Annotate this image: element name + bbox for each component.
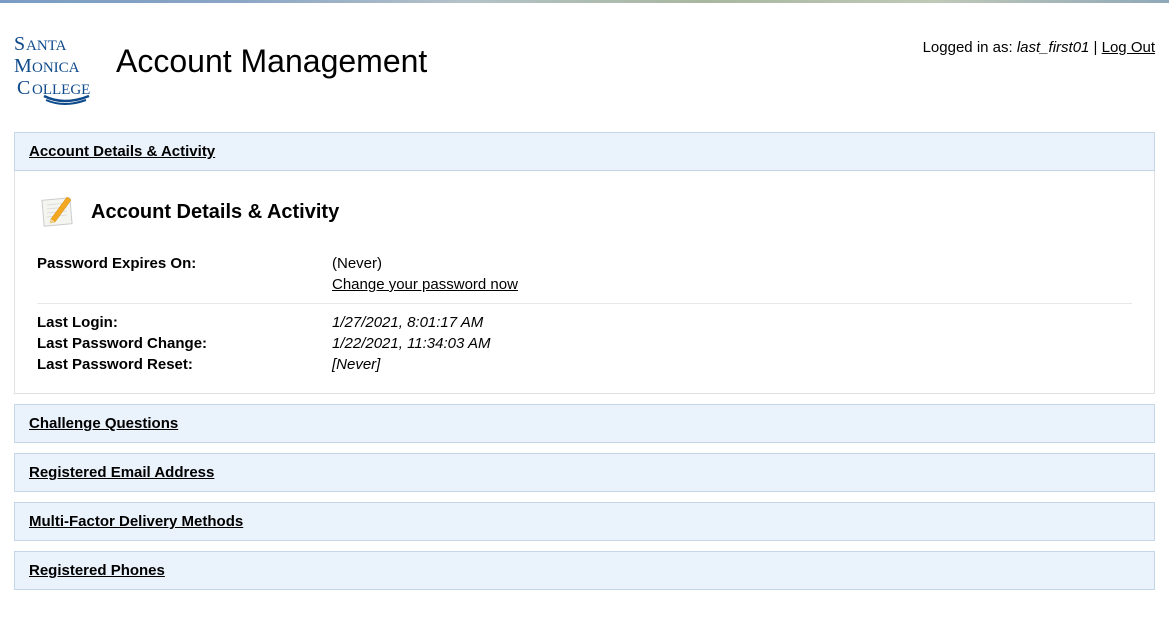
section-header-mfa-methods[interactable]: Multi-Factor Delivery Methods — [14, 502, 1155, 541]
page-wrapper: S ANTA M ONICA C OLLEGE Account Manageme… — [0, 3, 1169, 620]
row-change-password: Change your password now — [37, 274, 1132, 304]
section-header-title: Challenge Questions — [29, 415, 178, 432]
row-password-expires: Password Expires On: (Never) — [37, 253, 1132, 274]
content-area: Account Details & Activity Account Detai… — [0, 132, 1169, 590]
details-table: Password Expires On: (Never) Change your… — [37, 253, 1132, 375]
value-last-password-reset: [Never] — [332, 356, 380, 373]
panel-title: Account Details & Activity — [91, 201, 339, 224]
svg-text:M: M — [14, 55, 32, 77]
row-last-password-reset: Last Password Reset: [Never] — [37, 354, 1132, 375]
label-last-password-reset: Last Password Reset: — [37, 354, 332, 375]
notepad-icon — [37, 189, 79, 235]
section-header-title: Registered Phones — [29, 562, 165, 579]
login-prefix: Logged in as: — [923, 39, 1017, 56]
row-last-login: Last Login: 1/27/2021, 8:01:17 AM — [37, 312, 1132, 333]
row-last-password-change: Last Password Change: 1/22/2021, 11:34:0… — [37, 333, 1132, 354]
page-title: Account Management — [116, 43, 427, 80]
value-password-expires: (Never) — [332, 253, 382, 274]
header: S ANTA M ONICA C OLLEGE Account Manageme… — [0, 3, 1169, 132]
svg-text:C: C — [17, 77, 30, 99]
account-details-panel: Account Details & Activity Password Expi… — [14, 171, 1155, 394]
login-info: Logged in as: last_first01 | Log Out — [923, 39, 1155, 56]
svg-text:ONICA: ONICA — [32, 60, 80, 76]
label-password-expires: Password Expires On: — [37, 253, 332, 274]
section-header-registered-phones[interactable]: Registered Phones — [14, 551, 1155, 590]
value-last-password-change: 1/22/2021, 11:34:03 AM — [332, 335, 490, 352]
section-header-title: Multi-Factor Delivery Methods — [29, 513, 243, 530]
svg-text:S: S — [14, 33, 25, 55]
svg-text:ANTA: ANTA — [26, 38, 67, 54]
separator: | — [1089, 39, 1101, 56]
section-header-account-details[interactable]: Account Details & Activity — [14, 132, 1155, 171]
logout-link[interactable]: Log Out — [1102, 39, 1155, 56]
section-header-title: Registered Email Address — [29, 464, 214, 481]
username-display: last_first01 — [1017, 39, 1090, 56]
section-header-challenge-questions[interactable]: Challenge Questions — [14, 404, 1155, 443]
section-header-title: Account Details & Activity — [29, 143, 215, 160]
college-logo: S ANTA M ONICA C OLLEGE — [14, 28, 104, 112]
panel-header: Account Details & Activity — [37, 189, 1132, 235]
change-password-link[interactable]: Change your password now — [332, 276, 518, 293]
svg-text:OLLEGE: OLLEGE — [32, 82, 90, 98]
section-header-registered-email[interactable]: Registered Email Address — [14, 453, 1155, 492]
label-last-login: Last Login: — [37, 312, 332, 333]
value-last-login: 1/27/2021, 8:01:17 AM — [332, 314, 483, 331]
label-last-password-change: Last Password Change: — [37, 333, 332, 354]
